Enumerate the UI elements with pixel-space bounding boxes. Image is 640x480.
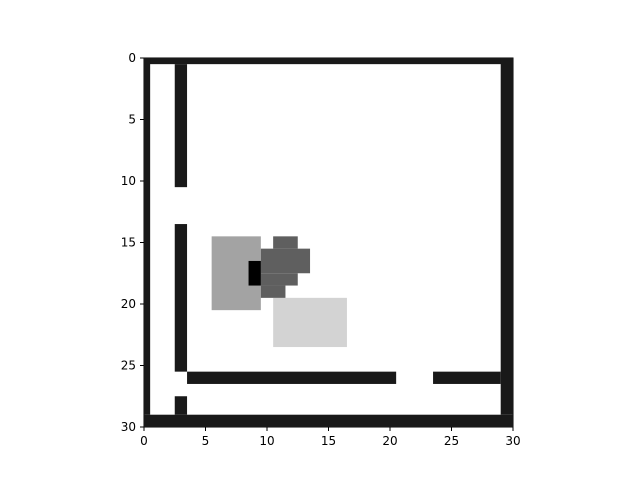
agent-marker xyxy=(248,260,261,286)
wall-segment xyxy=(500,58,513,415)
x-tick-label: 15 xyxy=(321,434,336,448)
y-tick-label: 30 xyxy=(121,420,136,434)
y-tick-label: 0 xyxy=(128,51,136,65)
x-tick-label: 0 xyxy=(140,434,148,448)
y-tick-label: 5 xyxy=(128,113,136,127)
y-tick-label: 10 xyxy=(121,174,136,188)
x-tick-label: 30 xyxy=(505,434,520,448)
wall-segment xyxy=(174,64,188,188)
cells-layer xyxy=(144,58,513,427)
x-tick-label: 20 xyxy=(382,434,397,448)
y-tick-label: 20 xyxy=(121,297,136,311)
wall-segment xyxy=(187,371,397,384)
zone-region xyxy=(273,297,347,348)
x-tick-label: 25 xyxy=(444,434,459,448)
x-tick-label: 5 xyxy=(202,434,210,448)
x-tick-label: 10 xyxy=(259,434,274,448)
y-tick-label: 25 xyxy=(121,359,136,373)
y-tick-label: 15 xyxy=(121,236,136,250)
object-cell xyxy=(260,248,311,274)
wall-segment xyxy=(433,371,501,384)
wall-segment xyxy=(144,58,513,65)
wall-segment xyxy=(144,414,513,427)
object-cell xyxy=(273,236,298,249)
object-cell xyxy=(260,285,286,298)
object-cell xyxy=(260,273,298,286)
wall-segment xyxy=(174,396,188,415)
ticks-layer: 0 5 10 15 20 25 30 0 5 10 15 20 25 30 xyxy=(121,51,521,448)
wall-segment xyxy=(174,224,188,372)
wall-segment xyxy=(144,58,151,415)
axes-frame xyxy=(143,57,514,428)
